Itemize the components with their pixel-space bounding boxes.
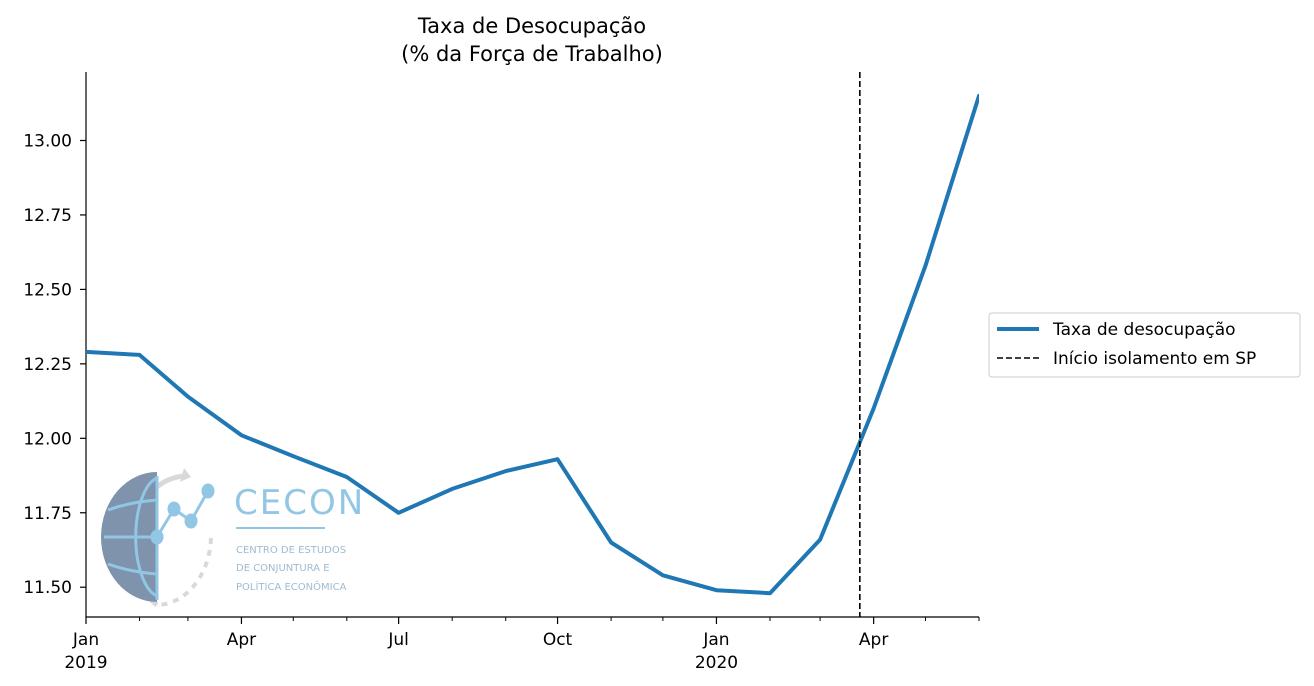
- logo-subtitle-2: DE CONJUNTURA E: [236, 563, 330, 574]
- y-tick-label: 12.50: [23, 280, 72, 300]
- x-tick-label: Jan: [702, 630, 729, 650]
- logo-arrowhead-icon: [180, 468, 191, 482]
- x-tick-label: Jul: [387, 630, 409, 650]
- logo-subtitle-3: POLÍTICA ECONÔMICA: [236, 580, 347, 593]
- cecon-logo: CECON CENTRO DE ESTUDOS DE CONJUNTURA E …: [101, 468, 365, 607]
- y-tick-label: 11.75: [23, 504, 72, 524]
- x-tick-label: Oct: [543, 630, 573, 650]
- chart-title-line2: (% da Força de Trabalho): [401, 42, 663, 66]
- legend-frame: [988, 312, 1301, 378]
- y-tick-label: 12.75: [23, 206, 72, 226]
- y-tick-label: 13.00: [23, 131, 72, 151]
- logo-trend-icon: [150, 483, 215, 545]
- x-tick-label: Jan: [72, 630, 99, 650]
- legend: Taxa de desocupação Início isolamento em…: [988, 312, 1301, 378]
- legend-label-series: Taxa de desocupação: [1052, 320, 1236, 340]
- x-tick-label: Apr: [859, 630, 888, 650]
- x-tick-year-label: 2020: [695, 653, 738, 673]
- series-line: [86, 93, 979, 596]
- y-ticks: 11.50 11.75 12.00 12.25 12.50 12.75 13.00: [23, 131, 86, 598]
- x-ticks: Jan 2019 Apr Jul Oct Jan 2020 Apr: [64, 617, 980, 673]
- y-tick-label: 11.50: [23, 578, 72, 598]
- x-tick-year-label: 2019: [64, 653, 107, 673]
- logo-dashed-arc-icon: [156, 537, 213, 607]
- logo-subtitle-1: CENTRO DE ESTUDOS: [236, 545, 346, 556]
- chart-title: Taxa de Desocupação: [417, 14, 646, 38]
- plot-area: [86, 72, 979, 617]
- y-tick-label: 12.25: [23, 355, 72, 375]
- legend-label-vline: Início isolamento em SP: [1053, 349, 1256, 369]
- logo-name: CECON: [234, 483, 365, 523]
- x-tick-label: Apr: [227, 630, 256, 650]
- y-tick-label: 12.00: [23, 429, 72, 449]
